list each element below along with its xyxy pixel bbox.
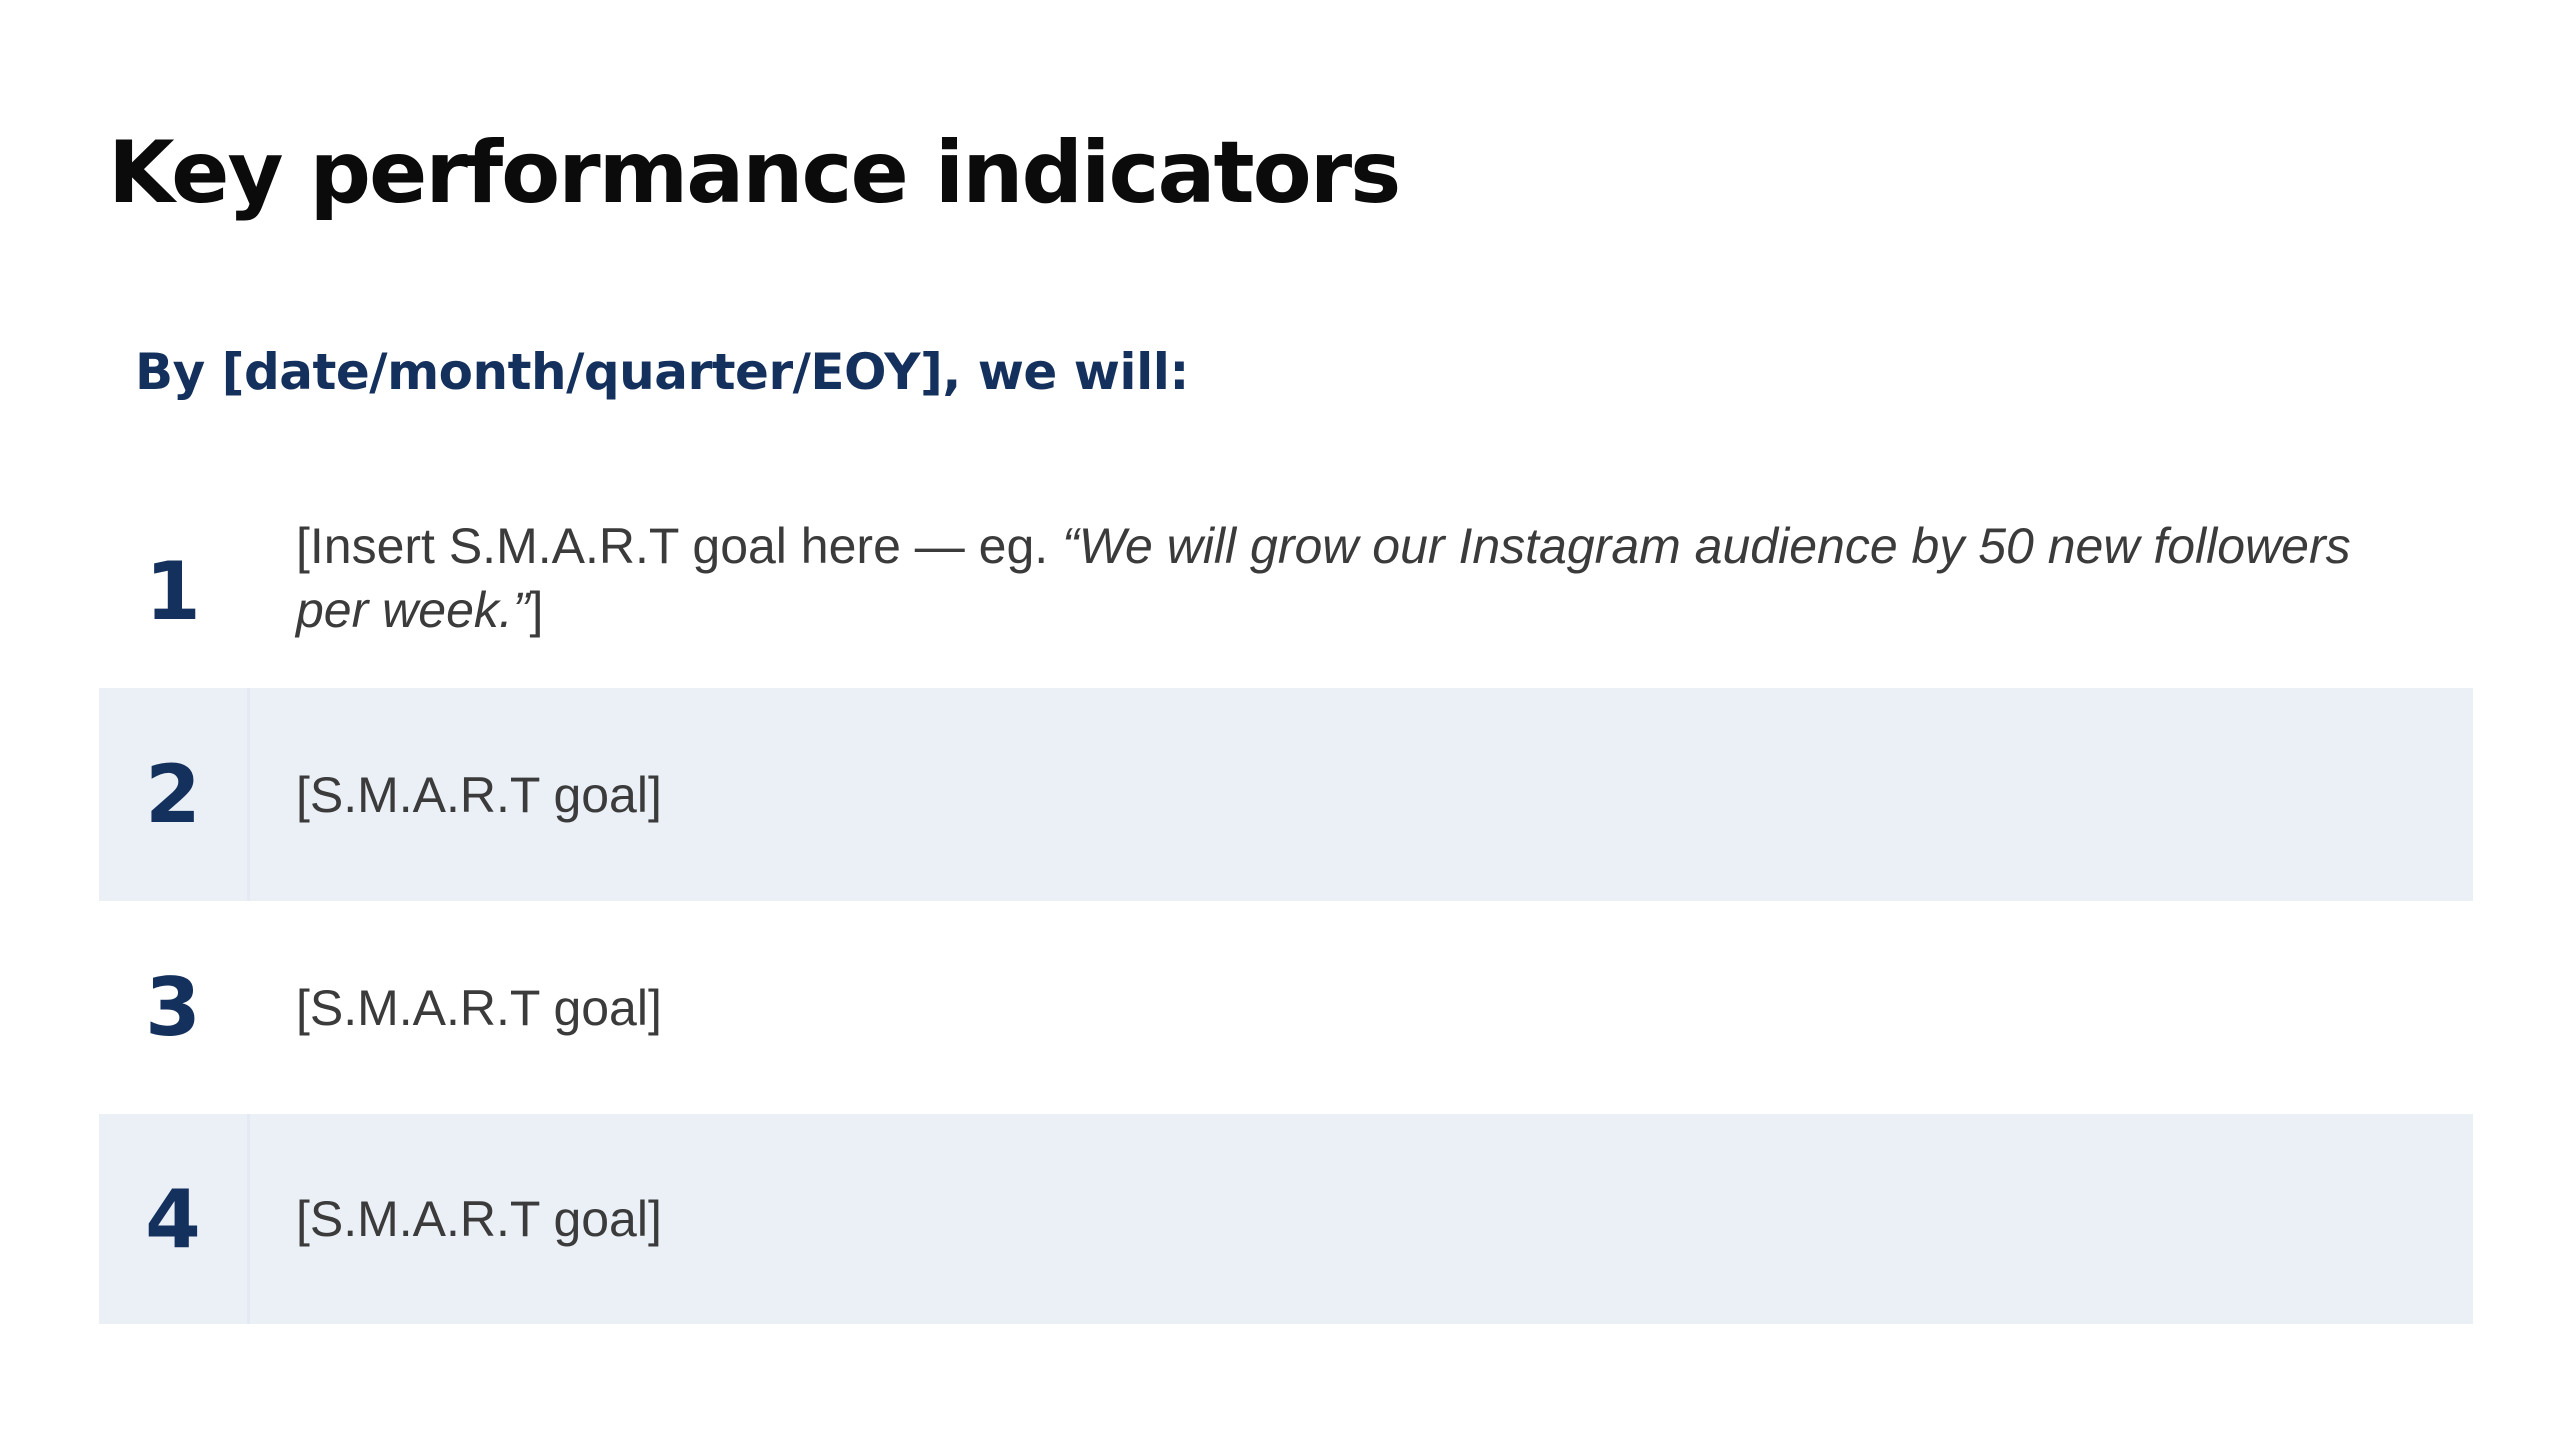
- kpi-row-1: 1 [Insert S.M.A.R.T goal here — eg. “We …: [99, 478, 2473, 688]
- kpi-subtitle: By [date/month/quarter/EOY], we will:: [135, 343, 1189, 401]
- kpi-goal-1-prefix: [Insert S.M.A.R.T goal here — eg.: [296, 518, 1063, 574]
- kpi-row-4: 4 [S.M.A.R.T goal]: [99, 1114, 2473, 1324]
- kpi-goal-4: [S.M.A.R.T goal]: [296, 1191, 662, 1247]
- kpi-row-3: 3 [S.M.A.R.T goal]: [99, 901, 2473, 1114]
- kpi-goal-2: [S.M.A.R.T goal]: [296, 766, 662, 823]
- kpi-goal-1-suffix: ]: [529, 582, 544, 638]
- kpi-number-1: 1: [145, 544, 201, 638]
- kpi-goal-1-quote: “We will grow our Instagram audience by …: [296, 518, 2351, 638]
- kpi-goal-1-text: [Insert S.M.A.R.T goal here — eg. “We wi…: [296, 514, 2413, 642]
- kpi-goal-1: [Insert S.M.A.R.T goal here — eg. “We wi…: [296, 478, 2413, 688]
- page-title: Key performance indicators: [108, 123, 1401, 223]
- kpi-list: 1 [Insert S.M.A.R.T goal here — eg. “We …: [99, 478, 2473, 1324]
- kpi-row-2: 2 [S.M.A.R.T goal]: [99, 688, 2473, 901]
- kpi-number-3: 3: [145, 961, 201, 1054]
- kpi-number-4: 4: [99, 1114, 250, 1324]
- kpi-number-2: 2: [99, 688, 250, 901]
- kpi-goal-3: [S.M.A.R.T goal]: [296, 979, 662, 1036]
